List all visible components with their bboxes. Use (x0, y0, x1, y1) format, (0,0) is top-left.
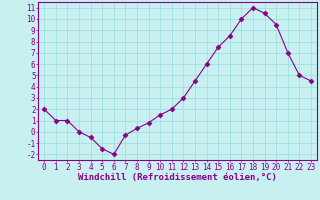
X-axis label: Windchill (Refroidissement éolien,°C): Windchill (Refroidissement éolien,°C) (78, 173, 277, 182)
